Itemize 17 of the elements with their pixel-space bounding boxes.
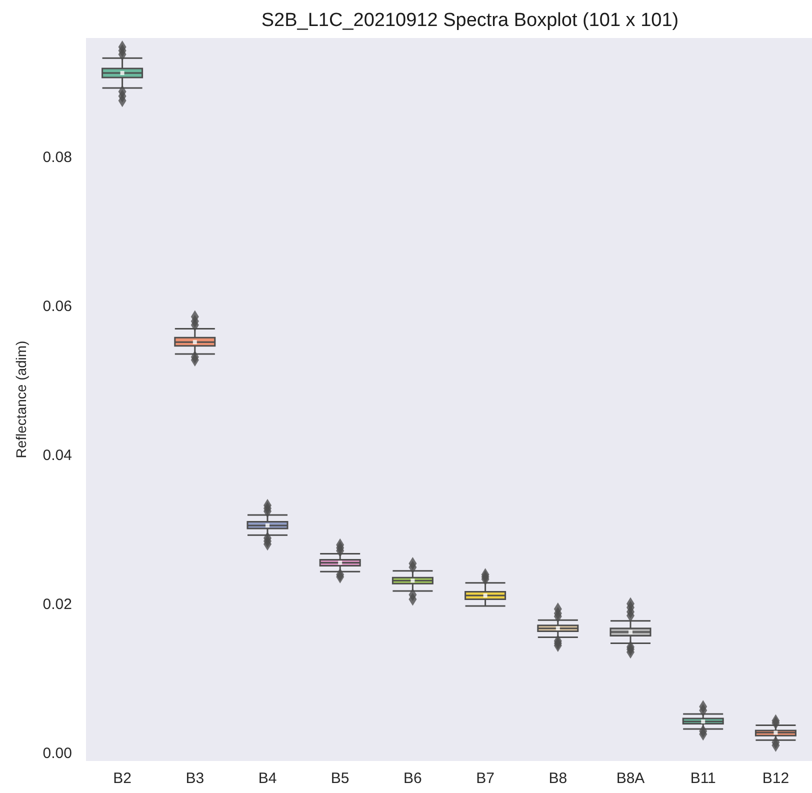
x-tick-label: B8 (548, 770, 568, 787)
x-tick-label: B4 (258, 770, 277, 787)
x-tick-label: B3 (186, 770, 204, 787)
x-tick-label: B6 (404, 770, 422, 787)
x-tick-label: B8A (616, 770, 645, 787)
x-tick-label: B12 (762, 770, 790, 787)
y-axis-title: Reflectance (adim) (13, 340, 29, 458)
y-tick-label: 0.02 (42, 596, 72, 613)
x-tick-label: B11 (690, 770, 716, 787)
x-tick-label: B5 (330, 770, 350, 787)
y-tick-label: 0.00 (42, 745, 72, 762)
y-tick-label: 0.08 (42, 148, 72, 166)
x-tick-label: B7 (476, 770, 494, 787)
chart-title: S2B_L1C_20210912 Spectra Boxplot (101 x 101) (261, 10, 679, 31)
x-tick-label: B2 (113, 770, 132, 787)
y-tick-label: 0.06 (42, 298, 72, 315)
y-tick-label: 0.04 (42, 446, 72, 464)
